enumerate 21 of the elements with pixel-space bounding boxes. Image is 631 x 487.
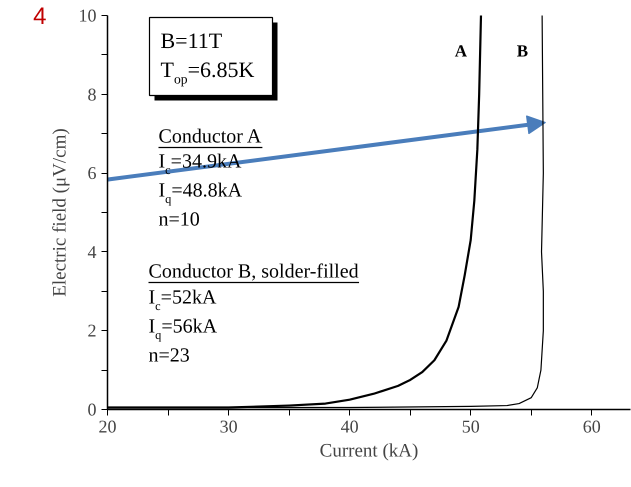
y-tick-label: 6 bbox=[88, 163, 96, 184]
annotation: Conductor B, solder-filled bbox=[148, 260, 359, 282]
x-tick-label: 60 bbox=[582, 416, 601, 436]
y-tick-label: 4 bbox=[88, 242, 96, 262]
annotation: n=23 bbox=[148, 344, 190, 366]
x-axis-title: Current (kA) bbox=[320, 440, 418, 462]
y-axis-title: Electric field (μV/cm) bbox=[50, 128, 70, 297]
text: 4 bbox=[33, 3, 47, 30]
annotation: n=10 bbox=[158, 208, 200, 230]
y-tick-label: 0 bbox=[88, 400, 96, 420]
x-tick-label: 50 bbox=[462, 416, 480, 436]
y-tick-label: 2 bbox=[88, 320, 96, 341]
y-tick-label: 8 bbox=[88, 84, 96, 104]
x-tick-label: 20 bbox=[98, 416, 116, 436]
y-tick-label: 10 bbox=[78, 6, 96, 26]
x-tick-label: 30 bbox=[220, 416, 238, 436]
annotation: B=11T bbox=[160, 28, 223, 53]
series-label: A bbox=[454, 42, 468, 60]
series-label: B bbox=[516, 42, 528, 60]
annotation: Conductor A bbox=[158, 126, 262, 148]
x-tick-label: 40 bbox=[340, 416, 359, 436]
